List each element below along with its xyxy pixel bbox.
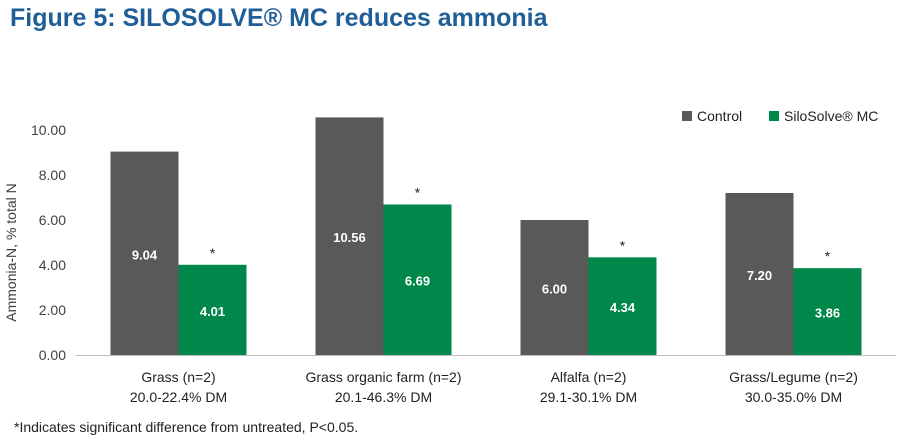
- control-value-label: 9.04: [132, 247, 158, 262]
- legend-swatch-control: [682, 111, 692, 121]
- silosolve-bar: [793, 268, 862, 355]
- silosolve-value-label: 4.01: [200, 304, 225, 319]
- silosolve-bar: [178, 264, 247, 355]
- category-sublabel: 20.1-46.3% DM: [335, 389, 432, 405]
- y-axis-title: Ammonia-N, % total N: [3, 183, 19, 321]
- control-bar: [725, 193, 794, 355]
- y-tick-label: 10.00: [31, 122, 66, 138]
- legend-swatch-silosolve: [769, 111, 779, 121]
- control-bar: [315, 117, 384, 356]
- category-label: Alfalfa (n=2): [551, 369, 627, 385]
- footnote: *Indicates significant difference from u…: [14, 419, 359, 435]
- silosolve-value-label: 6.69: [405, 274, 430, 289]
- legend-label-control: Control: [697, 108, 742, 124]
- control-value-label: 10.56: [333, 230, 366, 245]
- category-sublabel: 29.1-30.1% DM: [540, 389, 637, 405]
- silosolve-bar: [588, 257, 657, 355]
- category-sublabel: 30.0-35.0% DM: [745, 389, 842, 405]
- significance-marker: *: [415, 184, 421, 200]
- category-label: Grass (n=2): [141, 369, 215, 385]
- significance-marker: *: [620, 237, 626, 253]
- category-sublabel: 20.0-22.4% DM: [130, 389, 227, 405]
- legend-label-silosolve: SiloSolve® MC: [784, 108, 878, 124]
- y-tick-label: 6.00: [39, 212, 66, 228]
- silosolve-value-label: 3.86: [815, 306, 840, 321]
- control-bar: [520, 220, 589, 355]
- y-tick-label: 8.00: [39, 167, 66, 183]
- control-value-label: 7.20: [747, 268, 772, 283]
- control-value-label: 6.00: [542, 282, 567, 297]
- y-tick-label: 4.00: [39, 257, 66, 273]
- significance-marker: *: [825, 248, 831, 264]
- y-tick-label: 0.00: [39, 347, 66, 363]
- silosolve-bar: [383, 204, 452, 355]
- chart-title: Figure 5: SILOSOLVE® MC reduces ammonia: [10, 4, 548, 32]
- y-tick-label: 2.00: [39, 302, 66, 318]
- category-label: Grass organic farm (n=2): [306, 369, 462, 385]
- silosolve-value-label: 4.34: [610, 300, 636, 315]
- category-label: Grass/Legume (n=2): [729, 369, 858, 385]
- significance-marker: *: [210, 245, 216, 261]
- control-bar: [110, 151, 179, 355]
